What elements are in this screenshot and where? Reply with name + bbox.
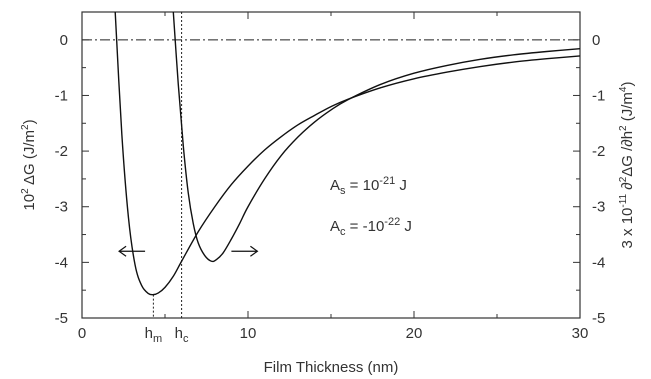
y-tick-label-left: 0 <box>60 32 68 49</box>
y-tick-label-left: -5 <box>55 310 68 327</box>
y-tick-label-left: -2 <box>55 143 68 160</box>
y-tick-label-right: -1 <box>592 87 605 104</box>
x-tick-label: 30 <box>572 325 589 342</box>
delta-g-curve <box>114 12 580 296</box>
axis-ticks: 0 10 20 30 0 -1 -2 -3 -4 -5 0 -1 -2 -3 -4 -5 <box>55 12 605 342</box>
arrow-left <box>118 245 146 257</box>
annotation-ac: Ac = -10-22 J <box>330 216 412 238</box>
y-axis-label-right: 3 x 10-11 ∂2ΔG /∂h2 (J/m4) <box>618 82 636 249</box>
x-tick-label: 20 <box>406 325 423 342</box>
arrow-right <box>231 245 259 257</box>
marker-label-hm: hm <box>145 325 163 345</box>
y-tick-label-right: -2 <box>592 143 605 160</box>
plot-frame <box>81 11 581 319</box>
direction-arrows <box>118 245 259 257</box>
y-tick-label-right: -4 <box>592 254 605 271</box>
x-axis-label: Film Thickness (nm) <box>264 359 399 376</box>
curves <box>114 12 580 296</box>
y-axis-label-left: 102 ΔG (J/m2) <box>20 119 38 210</box>
y-tick-label-right: 0 <box>592 32 600 49</box>
y-tick-label-left: -3 <box>55 199 68 216</box>
y-tick-label-right: -5 <box>592 310 605 327</box>
x-tick-label: 0 <box>78 325 86 342</box>
y-tick-label-left: -4 <box>55 254 68 271</box>
x-tick-label: 10 <box>240 325 257 342</box>
y-tick-label-right: -3 <box>592 199 605 216</box>
second-derivative-curve <box>172 12 580 263</box>
y-tick-label-left: -1 <box>55 87 68 104</box>
thickness-markers: hm hc <box>145 12 189 345</box>
annotation-as: As = 10-21 J <box>330 175 407 197</box>
marker-label-hc: hc <box>175 325 189 345</box>
